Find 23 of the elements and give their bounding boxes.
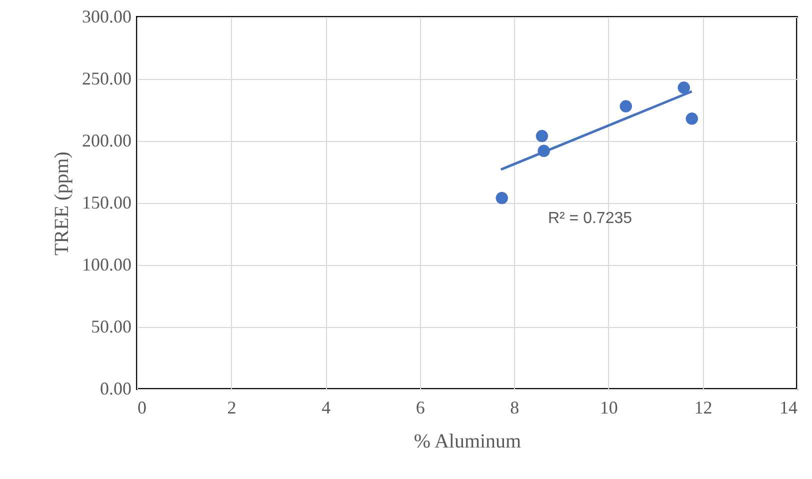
x-tick-label: 0	[138, 398, 146, 418]
y-tick-label: 100.00	[82, 254, 132, 274]
point	[536, 130, 548, 142]
y-tick-label: 200.00	[82, 130, 132, 150]
x-tick-label: 12	[694, 398, 712, 418]
y-tick-label: 0.00	[100, 378, 132, 398]
y-tick-label: 150.00	[82, 192, 132, 212]
y-axis-title: TREE (ppm)	[51, 152, 73, 256]
x-tick-label: 4	[322, 398, 331, 418]
y-tick-label: 250.00	[82, 68, 132, 88]
point	[620, 100, 632, 112]
x-tick-label: 6	[416, 398, 425, 418]
y-tick-label: 50.00	[91, 316, 132, 336]
x-tick-label: 14	[780, 398, 798, 418]
x-tick-label: 8	[510, 398, 520, 418]
x-axis-title: % Aluminum	[414, 430, 522, 452]
point	[678, 82, 690, 94]
annotation: R² = 0.7235	[548, 210, 632, 227]
x-tick-label: 10	[600, 398, 618, 418]
x-tick-label: 2	[227, 398, 236, 418]
point	[686, 112, 698, 125]
y-tick-label: 300.00	[82, 6, 132, 26]
point	[496, 192, 508, 204]
